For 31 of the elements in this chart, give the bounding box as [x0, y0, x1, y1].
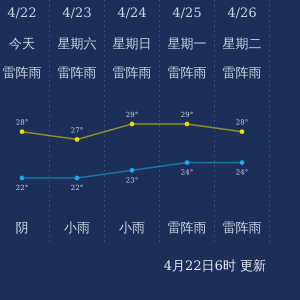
point: [20, 176, 24, 180]
x-tick-label: 4/26: [227, 6, 257, 21]
text: 4月22日6时 更新: [164, 259, 266, 274]
x-tick-label: 4/25: [172, 6, 202, 21]
text: 雷阵雨: [58, 66, 96, 81]
point: [74, 137, 80, 142]
x-tick-label: 4/22: [7, 6, 37, 21]
text: 阴: [16, 221, 28, 236]
text: 雷阵雨: [222, 66, 262, 81]
text: 雷阵雨: [222, 221, 262, 236]
point: [240, 129, 244, 134]
text: 雷阵雨: [168, 221, 206, 236]
point: [184, 122, 190, 126]
text: 雷阵雨: [2, 66, 42, 81]
text: 雷阵雨: [112, 66, 152, 81]
point: [20, 129, 24, 134]
point: [184, 160, 190, 165]
text: 小雨: [119, 221, 145, 236]
text: 星期六: [58, 37, 96, 52]
text: 雷阵雨: [168, 66, 206, 81]
text: 星期一: [168, 37, 206, 52]
point: [130, 122, 134, 126]
text: 今天: [9, 37, 35, 52]
point: [74, 176, 80, 180]
point: [130, 168, 134, 173]
text: 星期日: [112, 37, 152, 52]
point: [240, 160, 244, 165]
x-tick-label: 4/23: [62, 6, 92, 21]
x-tick-label: 4/24: [117, 6, 147, 21]
text: 星期二: [222, 37, 262, 52]
text: 小雨: [64, 221, 90, 236]
